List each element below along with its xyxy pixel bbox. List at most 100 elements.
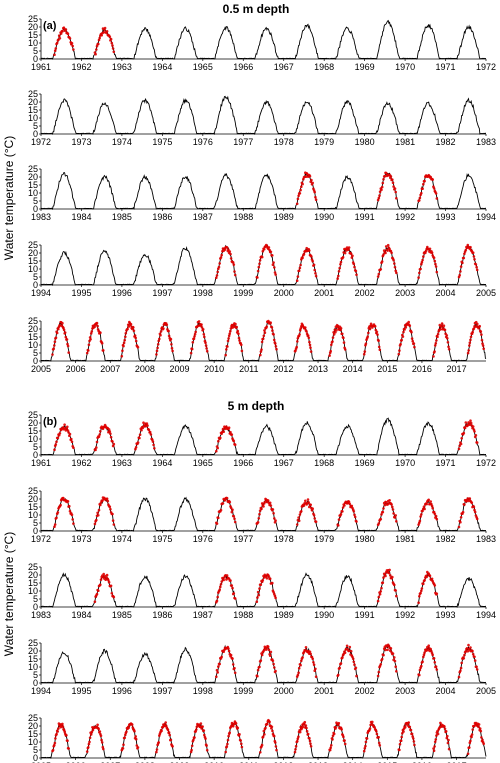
observed-temperature-point	[197, 320, 201, 323]
simulated-temperature-line	[40, 95, 487, 135]
observed-temperature-point	[384, 648, 387, 652]
observed-temperature-point	[147, 428, 151, 432]
observed-temperature-point	[71, 518, 74, 521]
y-tick-label: 15	[28, 105, 38, 115]
observed-temperature-point	[440, 322, 444, 325]
observed-temperature-point	[336, 277, 340, 280]
observed-temperature-point	[393, 583, 396, 587]
observed-temperature-point	[55, 516, 58, 520]
observed-temperature-point	[478, 324, 482, 328]
observed-temperature-point	[343, 651, 347, 655]
x-tick-label: 2004	[436, 288, 456, 298]
observed-temperature-point	[124, 335, 127, 339]
x-tick-label: 2003	[395, 686, 415, 696]
x-tick-label: 1961	[31, 62, 51, 72]
observed-temperature-point	[240, 349, 244, 353]
observed-temperature-point	[100, 741, 104, 744]
observed-temperature-point	[479, 330, 483, 333]
observed-temperature-point	[87, 742, 91, 746]
observed-temperature-point	[301, 182, 304, 186]
observed-temperature-point	[220, 655, 223, 659]
observed-temperature-point	[342, 341, 346, 344]
observed-temperature-point	[350, 504, 354, 508]
observed-temperature-point	[272, 734, 276, 738]
x-tick-label: 2017	[447, 761, 467, 763]
observed-temperature-point	[395, 520, 398, 523]
observed-temperature-point	[422, 255, 425, 258]
observed-temperature-point	[215, 668, 219, 672]
observed-temperature-point	[422, 505, 426, 509]
observed-temperature-point	[215, 449, 218, 453]
observed-temperature-point	[376, 599, 380, 603]
observed-temperature-point	[304, 499, 307, 503]
observed-temperature-point	[394, 665, 398, 668]
observed-temperature-point	[446, 341, 450, 344]
observed-temperature-point	[227, 248, 230, 251]
observed-temperature-point	[458, 273, 462, 277]
observed-temperature-point	[308, 739, 312, 743]
observed-temperature-point	[436, 335, 439, 339]
observed-temperature-point	[298, 513, 302, 516]
observed-temperature-point	[460, 437, 464, 440]
x-tick-label: 1962	[71, 458, 91, 468]
observed-temperature-point	[228, 250, 232, 253]
observed-temperature-point	[227, 337, 230, 340]
observed-temperature-point	[311, 259, 315, 263]
observed-temperature-point	[393, 659, 397, 663]
observed-temperature-point	[136, 746, 140, 749]
observed-temperature-point	[391, 181, 395, 185]
observed-temperature-point	[267, 575, 271, 578]
y-tick-label: 25	[28, 638, 38, 648]
y-tick-label: 10	[28, 113, 38, 123]
observed-temperature-point	[160, 729, 163, 733]
observed-temperature-point	[170, 343, 173, 346]
observed-temperature-point	[162, 327, 165, 330]
observed-temperature-point	[219, 436, 222, 440]
x-tick-label: 1990	[314, 610, 334, 620]
observed-temperature-point	[354, 269, 358, 273]
observed-temperature-point	[296, 739, 299, 743]
observed-temperature-point	[432, 187, 436, 190]
y-tick-label: 15	[28, 654, 38, 664]
observed-temperature-point	[227, 647, 230, 650]
observed-temperature-point	[435, 592, 439, 595]
x-tick-label: 1979	[314, 534, 334, 544]
observed-temperature-point	[394, 269, 398, 273]
observed-temperature-point	[259, 583, 263, 586]
observed-temperature-point	[226, 345, 229, 348]
observed-temperature-point	[471, 728, 475, 731]
observed-temperature-point	[170, 346, 174, 350]
observed-temperature-point	[53, 49, 57, 52]
observed-temperature-point	[88, 740, 91, 744]
observed-temperature-point	[233, 520, 237, 524]
x-tick-label: 1993	[436, 212, 456, 222]
observed-temperature-point	[261, 337, 265, 341]
observed-temperature-point	[262, 505, 265, 508]
observed-temperature-point	[168, 733, 171, 737]
x-tick-label: 1971	[436, 62, 456, 72]
observed-temperature-point	[112, 595, 116, 599]
y-tick-label: 15	[28, 332, 38, 342]
observed-temperature-point	[377, 522, 381, 525]
observed-temperature-point	[394, 514, 398, 517]
observed-temperature-point	[237, 332, 240, 336]
observed-temperature-point	[171, 349, 174, 353]
observed-temperature-point	[308, 343, 312, 347]
observed-temperature-point	[314, 195, 317, 199]
y-tick-label: 15	[28, 426, 38, 436]
observed-temperature-point	[464, 650, 468, 653]
observed-temperature-point	[393, 516, 397, 519]
observed-temperature-point	[194, 330, 197, 334]
observed-temperature-point	[274, 342, 277, 345]
observed-temperature-point	[476, 322, 479, 326]
observed-temperature-point	[295, 202, 299, 206]
observed-temperature-point	[419, 515, 422, 518]
observed-temperature-point	[381, 581, 385, 584]
observed-temperature-point	[368, 727, 372, 730]
observed-temperature-point	[309, 745, 313, 748]
observed-temperature-point	[263, 733, 266, 736]
observed-temperature-point	[434, 265, 438, 268]
observed-temperature-point	[271, 508, 275, 511]
observed-temperature-point	[334, 726, 338, 729]
